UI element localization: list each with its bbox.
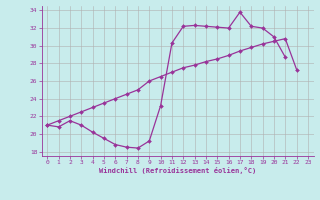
X-axis label: Windchill (Refroidissement éolien,°C): Windchill (Refroidissement éolien,°C) xyxy=(99,167,256,174)
